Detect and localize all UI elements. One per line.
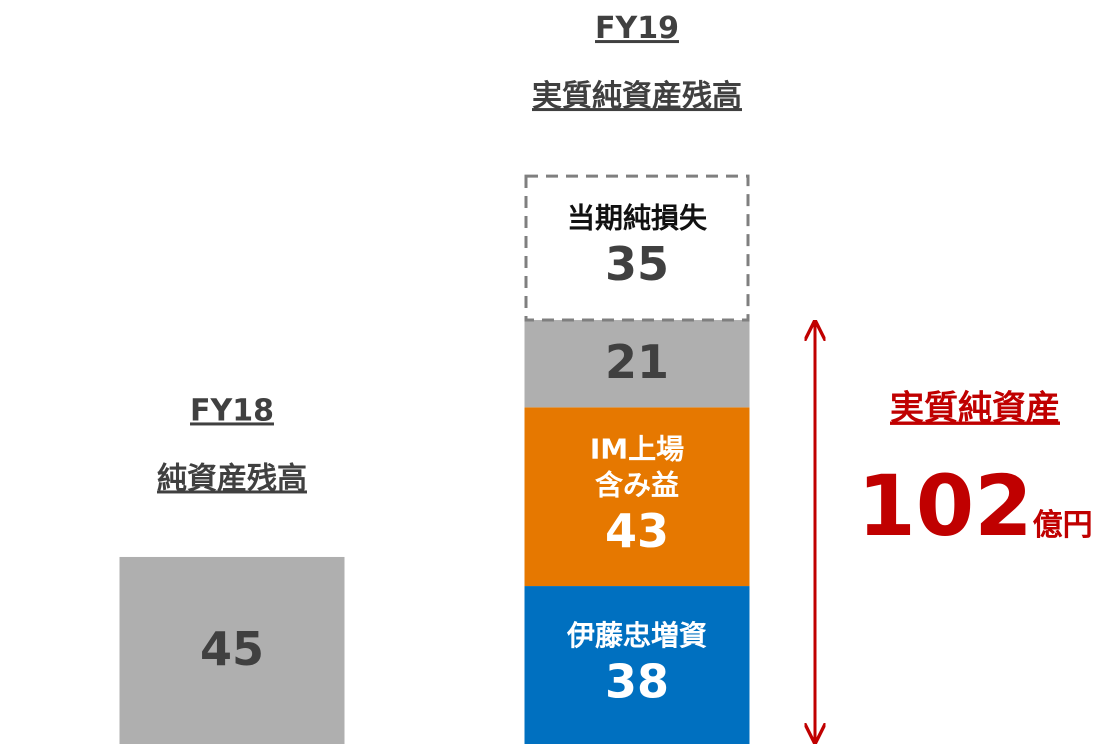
segment-value: 43 [605, 504, 669, 558]
category-label: FY18 [190, 393, 274, 428]
segment-value: 21 [605, 335, 669, 389]
segment-value: 38 [605, 655, 669, 709]
annotation-value: 102 [857, 457, 1032, 555]
segment-label: 当期純損失 [567, 201, 708, 234]
category-subtitle: 純資産残高 [157, 461, 307, 496]
annotation-label: 実質純資産 [890, 389, 1060, 429]
annotation-total: 102億円 [857, 457, 1092, 555]
bar-segment [524, 407, 750, 587]
annotation-unit: 億円 [1033, 508, 1093, 543]
bar-segment [524, 320, 750, 408]
bar-segment [524, 174, 750, 322]
segment-value: 35 [605, 237, 669, 291]
category-subtitle: 実質純資産残高 [532, 79, 742, 114]
segment-label: 伊藤忠増資 [566, 619, 707, 652]
category-label: FY19 [595, 11, 679, 46]
segment-label: IM上場 [590, 433, 684, 466]
segment-value: 45 [200, 622, 264, 676]
segment-label: 含み益 [595, 469, 679, 502]
bar-segment [524, 586, 750, 744]
bar-segment [119, 556, 345, 744]
